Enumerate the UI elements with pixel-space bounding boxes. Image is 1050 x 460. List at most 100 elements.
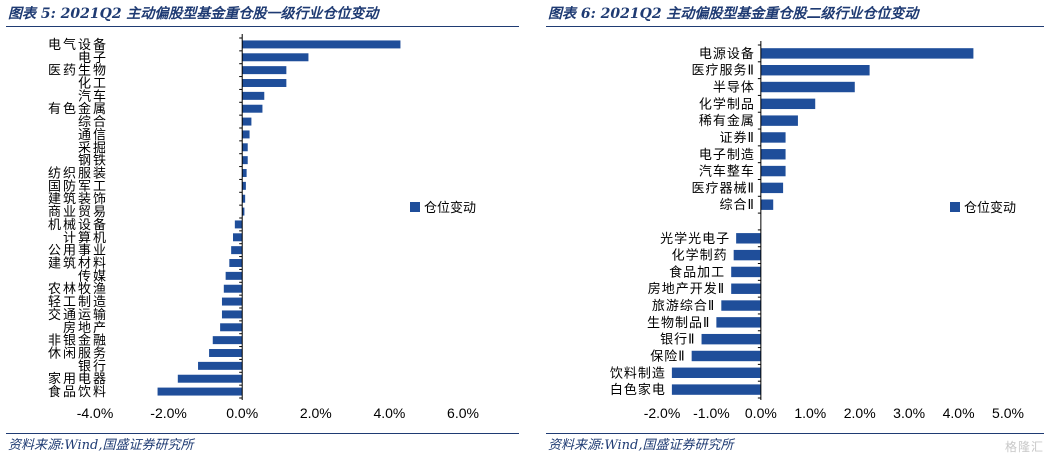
category-label: 食品加工: [669, 264, 725, 280]
bar: [225, 271, 243, 280]
bar: [177, 374, 243, 383]
category-label: 公用事业: [48, 244, 108, 259]
bar: [242, 104, 263, 113]
x-tick-label: 2.0%: [844, 405, 876, 421]
chart-panel-right: 图表 6: 2021Q2 主动偏股型基金重仓股二级行业仓位变动 电源设备 医疗服务…: [540, 0, 1050, 460]
bar: [760, 182, 784, 194]
x-tick-label: 0.0%: [226, 405, 258, 421]
category-label: 光学光电子: [660, 231, 730, 247]
category-label: 证券Ⅱ: [719, 130, 754, 146]
category-label: 计算机: [63, 231, 108, 246]
category-label: 稀有金属: [699, 113, 755, 129]
chart-panel-left: 图表 5: 2021Q2 主动偏股型基金重仓股一级行业仓位变动 电气设备 电子 医药…: [6, 6, 519, 453]
category-label: 电子: [78, 51, 108, 66]
bar: [760, 65, 870, 76]
bar: [716, 317, 761, 328]
bar: [221, 310, 243, 319]
category-label: 汽车整车: [699, 164, 755, 180]
bar: [242, 169, 247, 177]
category-label: 综合: [78, 115, 108, 130]
bar: [760, 199, 774, 210]
bar: [242, 130, 250, 139]
category-label: 商业贸易: [48, 205, 108, 220]
bar: [760, 98, 816, 110]
category-label: 传媒: [78, 269, 108, 284]
category-label: 钢铁: [78, 154, 108, 169]
source-note: 资料来源:Wind,国盛证券研究所: [548, 438, 734, 453]
bar: [242, 40, 401, 49]
x-tick-label: 5.0%: [992, 405, 1024, 421]
x-tick-label: -2.0%: [150, 405, 187, 421]
category-label: 电子制造: [699, 148, 755, 163]
bar: [760, 132, 786, 143]
bar: [760, 149, 786, 160]
bar: [198, 361, 243, 370]
category-label: 国防军工: [48, 178, 108, 194]
bar: [242, 143, 248, 152]
category-label: 非银金融: [48, 333, 108, 349]
category-label: 轻工制造: [48, 295, 108, 310]
bar: [671, 384, 761, 395]
category-label: 交通运输: [48, 307, 108, 323]
bar: [212, 336, 243, 345]
bar: [231, 246, 243, 255]
chart-title: 图表 5: 2021Q2 主动偏股型基金重仓股一级行业仓位变动: [8, 6, 379, 22]
legend-label: 仓位变动: [964, 200, 1016, 216]
bar: [760, 165, 786, 177]
bar: [209, 349, 243, 357]
bar: [242, 194, 246, 203]
chart-title: 图表 6: 2021Q2 主动偏股型基金重仓股二级行业仓位变动: [548, 6, 919, 22]
category-label: 银行: [78, 359, 108, 374]
category-label: 汽车: [78, 88, 108, 104]
category-label: 电气设备: [48, 37, 108, 53]
bar: [242, 91, 265, 100]
category-label: 旅游综合Ⅱ: [652, 299, 715, 314]
bar: [223, 284, 243, 293]
category-label: 房地产开发Ⅱ: [648, 281, 725, 297]
category-label: 房地产: [63, 320, 108, 336]
category-label: 农林牧渔: [48, 282, 108, 297]
x-tick-label: 4.0%: [943, 405, 975, 421]
bar: [242, 66, 287, 75]
bar: [242, 117, 252, 126]
bar: [221, 297, 243, 306]
bar: [220, 323, 243, 332]
bar: [242, 181, 246, 190]
bar: [157, 387, 243, 396]
category-label: 机械设备: [48, 217, 108, 233]
category-label: 电源设备: [699, 46, 755, 62]
bar: [701, 333, 761, 345]
category-label: 纺织服装: [48, 167, 108, 182]
category-label: 生物制品Ⅱ: [647, 316, 710, 331]
x-tick-label: 4.0%: [373, 405, 405, 421]
category-label: 饮料制造: [610, 366, 666, 381]
category-label: 建筑材料: [48, 256, 108, 272]
title-divider: [546, 26, 1044, 27]
category-label: 通信: [78, 128, 108, 143]
bar: [242, 156, 248, 165]
x-tick-label: 1.0%: [794, 405, 826, 421]
category-label: 综合Ⅱ: [719, 198, 754, 213]
bar: [229, 259, 243, 267]
bar: [233, 233, 243, 242]
category-label: 医疗器械Ⅱ: [691, 181, 754, 196]
category-label: 化学制药: [672, 248, 728, 264]
category-label: 休闲服务: [48, 346, 108, 362]
bar: [242, 53, 309, 62]
category-label: 食品饮料: [48, 384, 108, 400]
category-label: 保险Ⅱ: [650, 349, 685, 364]
category-label: 银行Ⅱ: [660, 333, 695, 348]
bar: [691, 350, 761, 362]
bar: [671, 367, 761, 378]
source-divider: [546, 433, 1044, 434]
bar: [736, 233, 761, 244]
bar: [242, 79, 287, 87]
category-label: 医药生物: [48, 64, 108, 79]
bar: [760, 115, 798, 126]
category-label: 半导体: [713, 81, 755, 96]
x-tick-label: 2.0%: [300, 405, 332, 421]
category-label: 化学制品: [699, 96, 755, 112]
category-label: 家用电器: [48, 371, 108, 387]
category-label: 采掘: [78, 141, 108, 156]
